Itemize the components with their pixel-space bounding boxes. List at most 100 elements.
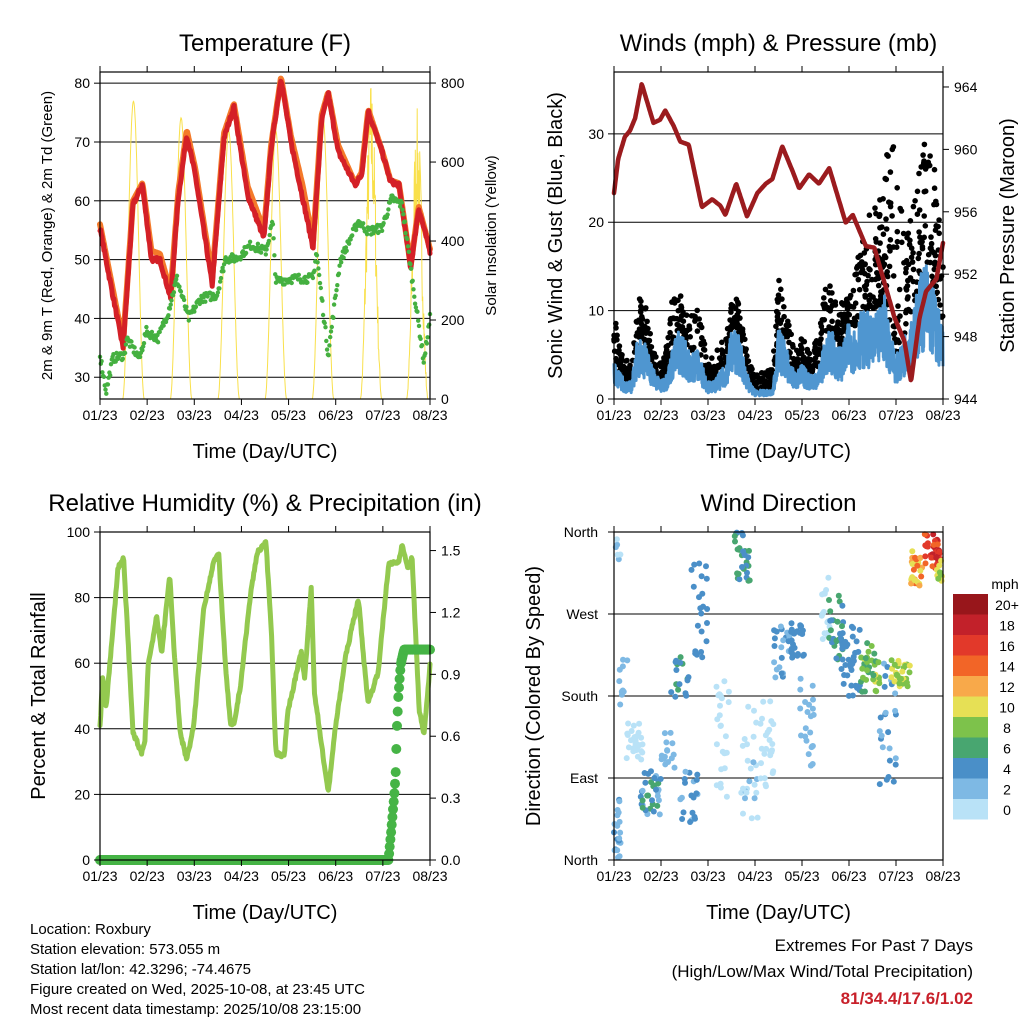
x-tick-label: 04/23 [737, 868, 772, 884]
dewpoint-point [282, 282, 287, 287]
direction-point [870, 672, 877, 679]
direction-point [723, 793, 730, 800]
direction-point [825, 574, 832, 581]
direction-point [797, 675, 804, 682]
dewpoint-point [104, 391, 109, 396]
colorbar-label: 20+ [995, 597, 1019, 613]
dewpoint-point [166, 313, 171, 318]
dewpoint-point [296, 272, 301, 277]
y-tick-label: West [566, 606, 598, 622]
dewpoint-point [405, 244, 411, 249]
direction-point [771, 627, 778, 634]
dewpoint-point [289, 280, 294, 286]
direction-point [906, 662, 913, 669]
gust-point [648, 344, 654, 350]
direction-point [632, 740, 639, 747]
colorbar-label: 8 [1003, 720, 1011, 736]
gust-point [750, 375, 757, 381]
direction-point [771, 659, 778, 666]
y-tick-label: North [564, 852, 598, 868]
direction-point [853, 638, 860, 645]
direction-point [673, 657, 680, 664]
y-tick-label: East [570, 770, 598, 786]
precip-point [390, 778, 400, 789]
gust-point [808, 356, 814, 363]
y-tick-label: 60 [74, 655, 90, 671]
direction-point [911, 577, 918, 584]
direction-point [871, 650, 878, 657]
direction-point [882, 709, 889, 716]
gust-point [874, 270, 880, 276]
dewpoint-point [331, 315, 336, 320]
direction-point [809, 743, 816, 750]
precip-point [392, 720, 402, 731]
direction-point [740, 548, 747, 555]
direction-point [681, 776, 688, 782]
precip-point [387, 812, 398, 822]
direction-point [739, 532, 746, 539]
grid-lines [100, 597, 430, 795]
axes: 01/23 02/23 03/23 04/23 05/23 06/23 07/23 08/23… [561, 524, 960, 884]
gust-point [931, 201, 937, 208]
direction-point [827, 627, 834, 634]
y-tick-label: North [564, 524, 598, 540]
gust-point [709, 355, 715, 361]
dewpoint-point [337, 263, 342, 268]
gust-point [886, 263, 893, 270]
dewpoint-point [122, 350, 128, 356]
gust-point [887, 169, 894, 175]
direction-point [788, 645, 795, 652]
colorbar-swatch [953, 778, 988, 799]
y2-tick-label: 0.0 [441, 852, 461, 868]
y2-tick-label: 600 [441, 154, 465, 170]
gust-point [886, 199, 892, 205]
direction-point [630, 722, 637, 729]
precip-point [385, 834, 396, 845]
y2-tick-label: 0.9 [441, 666, 461, 682]
gust-point [933, 283, 939, 290]
precip-point [389, 788, 400, 799]
direction-point [823, 587, 830, 593]
dewpoint-point [329, 324, 334, 330]
gust-point [925, 159, 932, 166]
gust-point [928, 234, 934, 240]
direction-point [845, 692, 852, 699]
gust-point [859, 267, 866, 273]
direction-point [750, 733, 757, 740]
direction-point [877, 714, 884, 721]
direction-point [835, 592, 842, 599]
speed-colorbar: mph 20+ 18 16 14 12 10 8 6 4 2 0 [953, 576, 1019, 820]
extremes-title: Extremes For Past 7 Days [775, 936, 973, 955]
dewpoint-point [140, 348, 145, 353]
dewpoint-point [221, 269, 226, 274]
gust-point [781, 313, 787, 320]
gust-point [894, 185, 900, 191]
direction-point [826, 597, 832, 603]
dewpoint-point [416, 318, 421, 323]
plot-area [611, 82, 946, 398]
dewpoint-point [370, 224, 375, 230]
y-axis-label: Percent & Total Rainfall [28, 592, 50, 800]
direction-point [850, 625, 857, 631]
direction-point [699, 654, 706, 661]
precip-point [388, 796, 399, 807]
gust-point [614, 337, 620, 343]
gust-point [910, 203, 917, 210]
gust-point [694, 328, 701, 334]
y2-tick-label: 948 [954, 329, 978, 345]
gust-point [838, 311, 844, 318]
direction-point [837, 635, 844, 642]
dewpoint-point [361, 221, 366, 226]
direction-point [650, 808, 657, 815]
gust-point [912, 198, 918, 204]
direction-point [694, 622, 701, 629]
direction-point [891, 661, 898, 668]
gust-point [646, 349, 653, 355]
gust-point [872, 205, 878, 211]
gust-point [683, 312, 690, 319]
gust-point [903, 265, 909, 272]
dewpoint-point [266, 238, 272, 244]
gust-point [890, 273, 897, 279]
gust-point [833, 327, 840, 334]
dewpoint-point [137, 354, 143, 360]
